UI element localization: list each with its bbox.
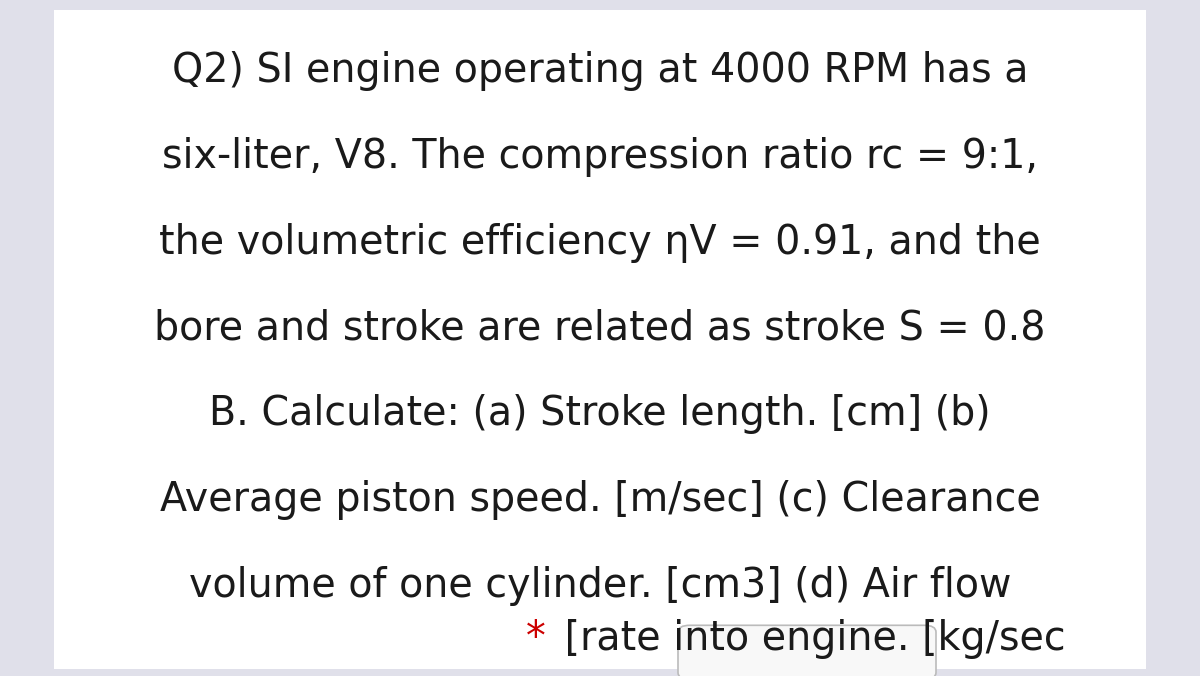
Text: Average piston speed. [m/sec] (c) Clearance: Average piston speed. [m/sec] (c) Cleara…: [160, 480, 1040, 521]
Text: the volumetric efficiency ηV = 0.91, and the: the volumetric efficiency ηV = 0.91, and…: [160, 222, 1040, 263]
Text: B. Calculate: (a) Stroke length. [cm] (b): B. Calculate: (a) Stroke length. [cm] (b…: [209, 394, 991, 435]
Text: bore and stroke are related as stroke S = 0.8: bore and stroke are related as stroke S …: [155, 308, 1045, 349]
Text: *: *: [527, 619, 546, 659]
FancyBboxPatch shape: [678, 625, 936, 676]
Text: six-liter, V8. The compression ratio rc = 9:1,: six-liter, V8. The compression ratio rc …: [162, 137, 1038, 177]
Text: volume of one cylinder. [cm3] (d) Air flow: volume of one cylinder. [cm3] (d) Air fl…: [188, 566, 1012, 606]
Text: Q2) SI engine operating at 4000 RPM has a: Q2) SI engine operating at 4000 RPM has …: [172, 51, 1028, 91]
Text: [rate into engine. [kg/sec: [rate into engine. [kg/sec: [552, 619, 1066, 659]
